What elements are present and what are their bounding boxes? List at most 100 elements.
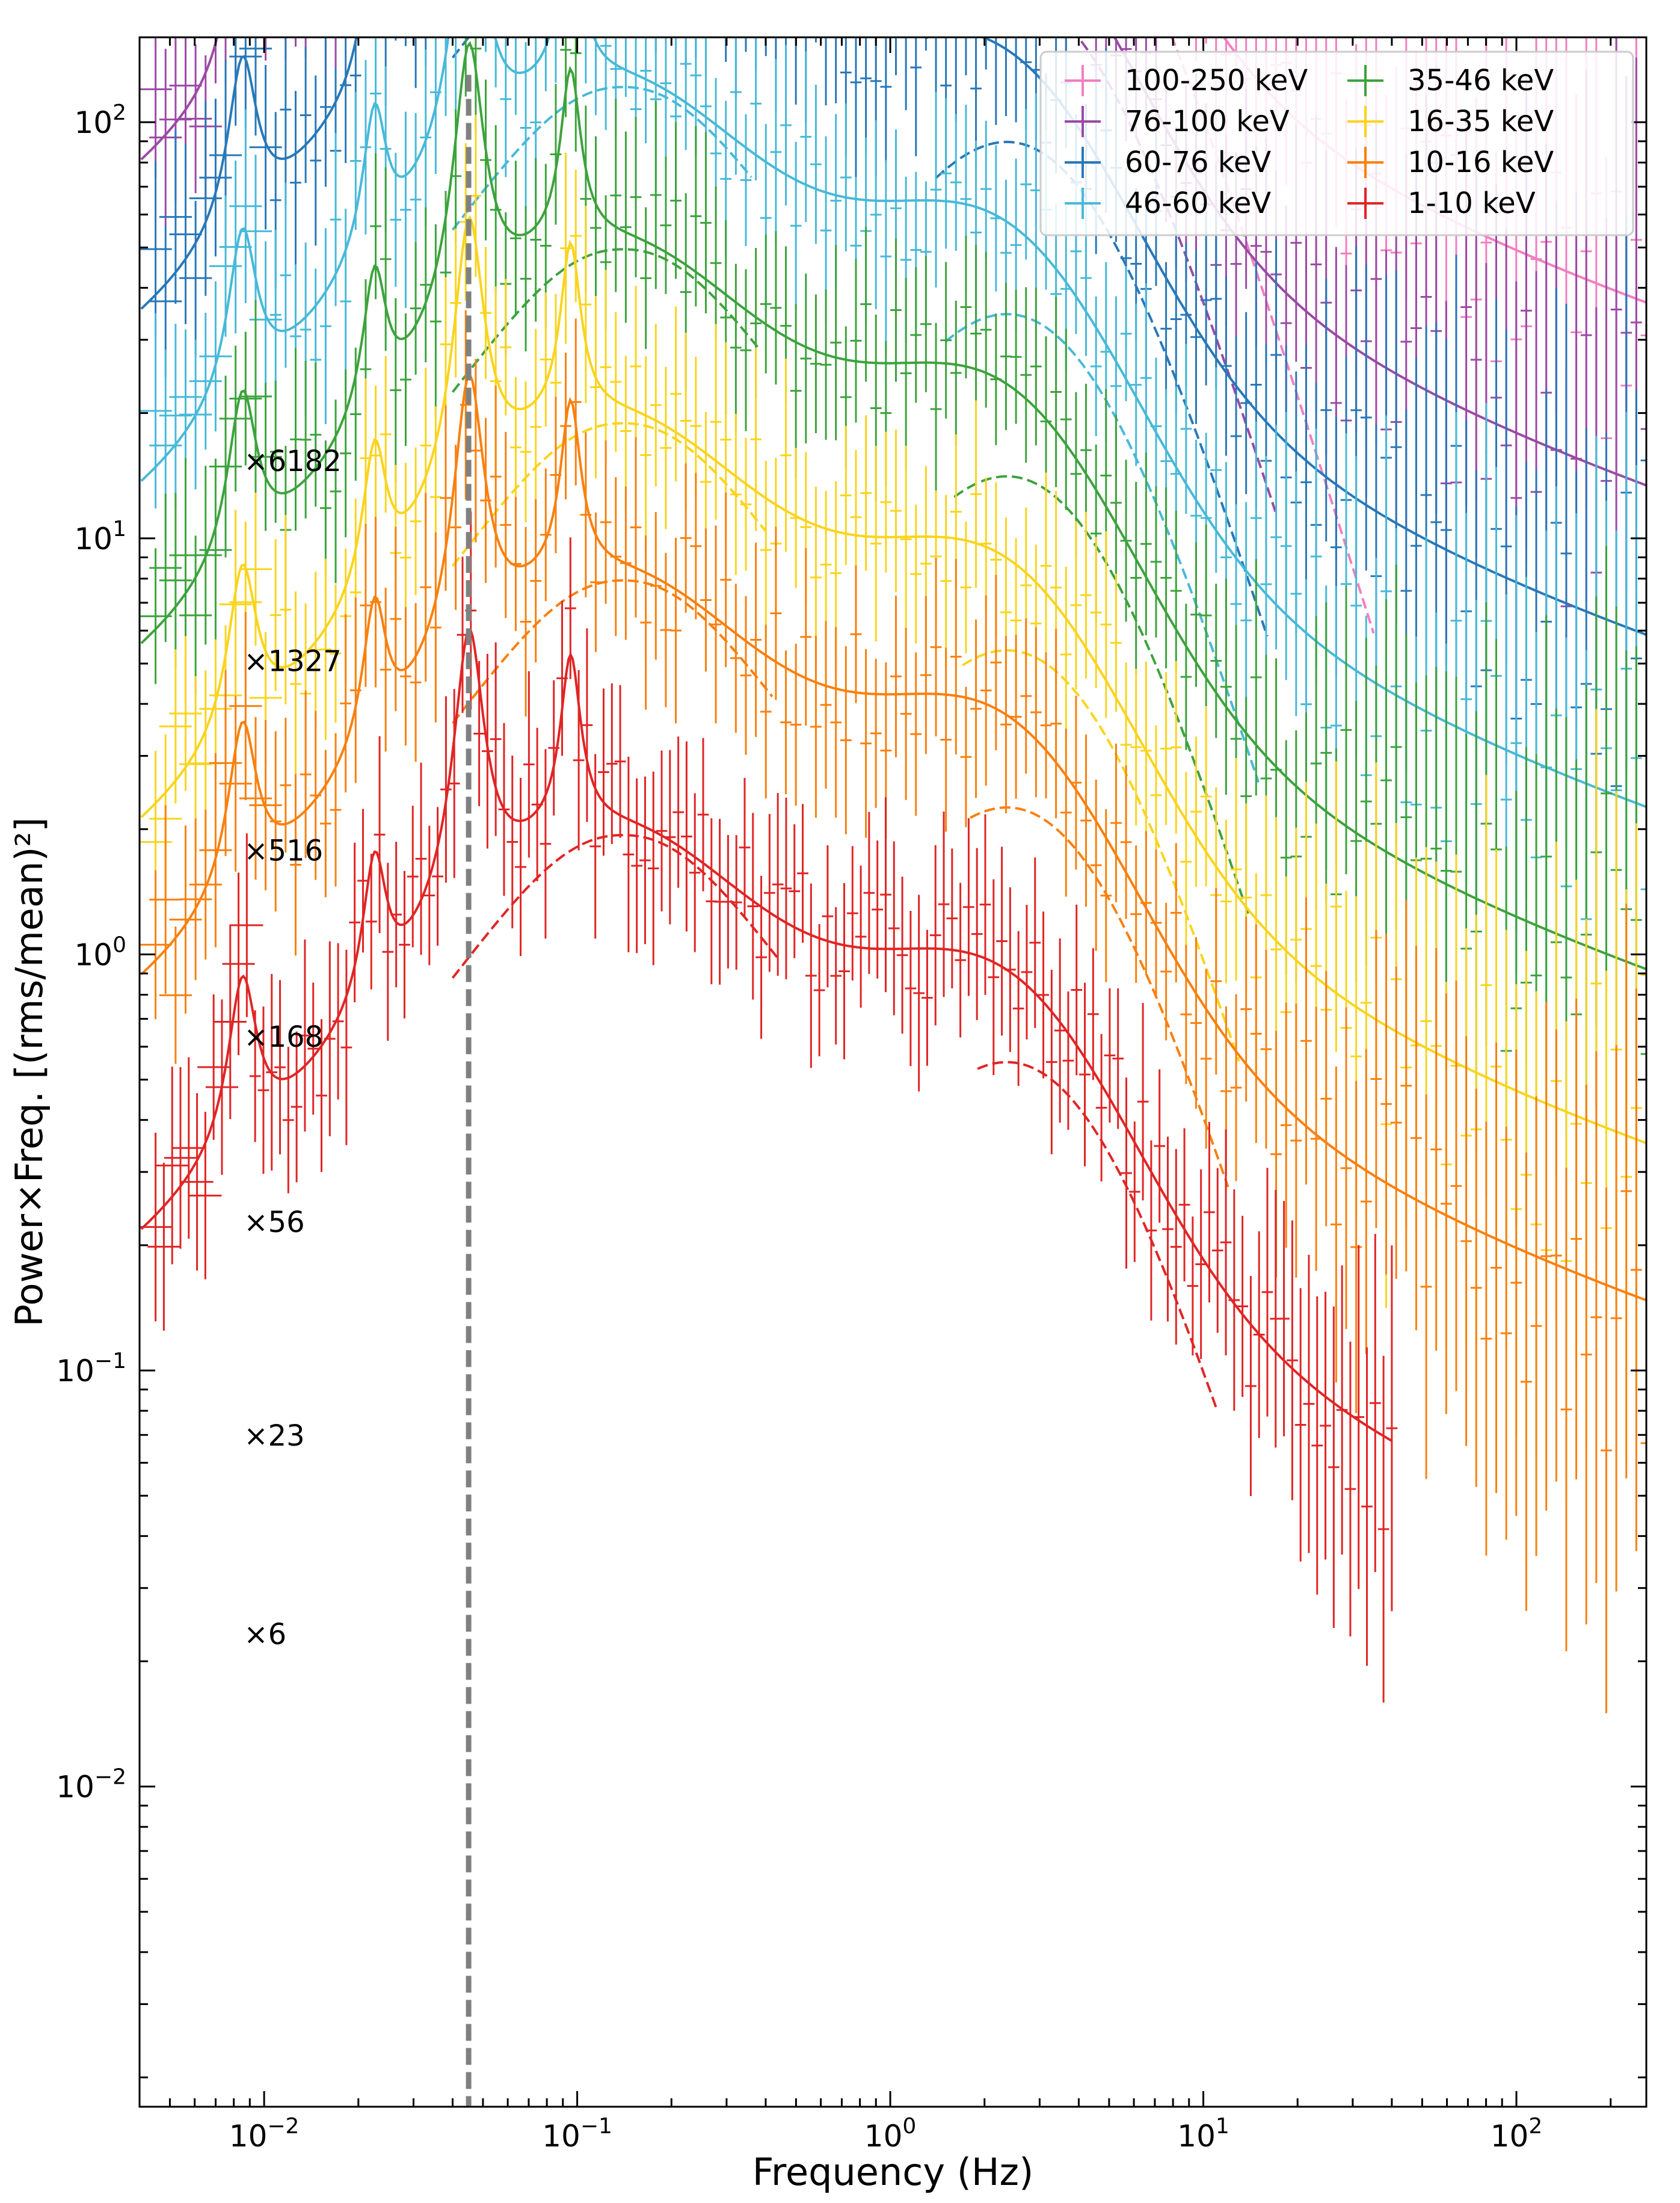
data-point [1500, 1127, 1512, 1540]
data-point [1090, 296, 1102, 437]
data-point [140, 161, 172, 337]
data-point [249, 65, 282, 230]
data-point [485, 37, 487, 52]
data-point [640, 356, 652, 554]
dashed-component-high [953, 475, 1251, 917]
data-point [1020, 287, 1032, 463]
data-point [950, 300, 962, 445]
data-point [1300, 344, 1312, 620]
data-point [820, 289, 832, 440]
data-point [589, 754, 602, 939]
data-point [172, 1057, 205, 1239]
data-point [850, 259, 862, 423]
data-point [1170, 223, 1182, 415]
dashed-component-low [451, 422, 767, 567]
data-point [672, 736, 685, 888]
data-point [950, 559, 962, 754]
data-point [640, 535, 652, 710]
data-point [415, 762, 427, 955]
data-point [1180, 944, 1192, 1084]
data-point [280, 182, 292, 368]
data-point [274, 37, 277, 38]
data-point [1080, 0, 1092, 8]
data-point [590, 136, 602, 320]
data-point [1090, 779, 1102, 951]
data-point [1361, 1347, 1373, 1666]
data-point [214, 924, 247, 1120]
legend-label: 16-35 keV [1408, 105, 1554, 138]
data-point [920, 256, 932, 392]
data-point [555, 37, 557, 83]
data-point [920, 596, 932, 754]
data-point [1204, 1121, 1215, 1302]
data-point [700, 132, 712, 313]
data-point [660, 553, 672, 707]
data-point [500, 0, 511, 12]
data-point [357, 809, 369, 953]
data-point [1571, 998, 1582, 1479]
data-point [1160, 0, 1172, 34]
data-point [1640, 609, 1646, 1169]
data-point [1200, 706, 1212, 887]
data-point [800, 51, 812, 223]
data-point [606, 683, 618, 845]
data-point [390, 526, 402, 712]
data-point [1130, 482, 1142, 674]
data-point [580, 206, 592, 404]
data-point [598, 688, 609, 856]
data-point [520, 206, 532, 352]
data-point [290, 348, 301, 531]
data-point [330, 133, 342, 306]
data-point [970, 37, 982, 166]
data-point [1005, 37, 1007, 116]
data-point [600, 440, 612, 604]
data-point [229, 612, 262, 801]
data-point [420, 207, 432, 363]
data-point [310, 0, 321, 17]
data-point [290, 91, 301, 275]
data-point [1470, 1088, 1482, 1487]
data-point [1060, 566, 1072, 742]
data-point [1170, 1149, 1182, 1345]
data-point [340, 208, 352, 395]
data-point [940, 647, 952, 832]
data-point [1311, 1296, 1323, 1595]
data-point [1210, 887, 1222, 1075]
y-tick-label: 102 [74, 100, 126, 140]
data-point [910, 652, 922, 816]
data-point [935, 37, 937, 118]
data-point [1480, 1121, 1492, 1556]
data-point [299, 939, 311, 1132]
data-point [830, 627, 842, 818]
data-point [890, 238, 902, 382]
y-axis-title: Power×Freq. [(rms/mean)²] [7, 817, 51, 1326]
legend-box [1039, 51, 1634, 236]
data-point [797, 804, 808, 943]
data-point [1010, 289, 1022, 424]
data-point [269, 380, 282, 523]
model-curve [140, 37, 1646, 636]
data-point [290, 591, 301, 777]
data-point [410, 603, 422, 762]
data-point [209, 670, 242, 856]
data-point [390, 298, 402, 482]
data-point [770, 58, 782, 245]
data-point [1411, 946, 1422, 1331]
data-point [860, 649, 872, 838]
data-point [1580, 1085, 1592, 1625]
data-point [399, 870, 410, 1018]
data-point [880, 431, 892, 573]
data-point [614, 685, 626, 838]
data-point [1237, 1215, 1248, 1397]
data-point [370, 386, 381, 526]
data-point [1160, 487, 1172, 669]
data-point [1190, 250, 1202, 424]
data-point [1360, 264, 1372, 571]
data-point [790, 141, 802, 310]
data-point [963, 818, 974, 996]
data-point [159, 324, 192, 508]
data-point [1491, 1042, 1502, 1493]
data-point [900, 0, 912, 15]
data-point [1300, 897, 1312, 1185]
data-point [970, 619, 982, 798]
